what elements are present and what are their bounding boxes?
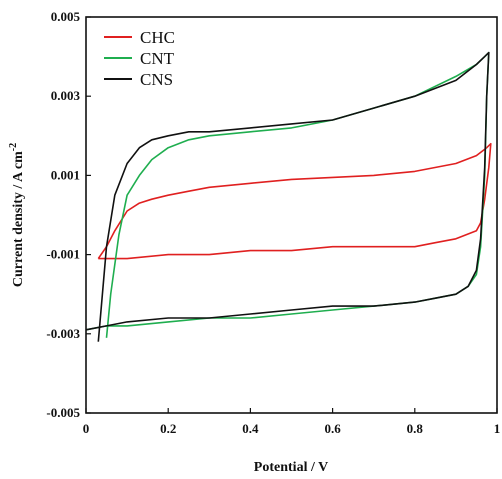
legend: CHC CNT CNS <box>104 28 175 89</box>
y-axis-label: Current density / A cm-2 <box>8 143 26 287</box>
y-tick-label: 0.001 <box>51 167 80 182</box>
x-tick-label: 0.4 <box>242 421 259 436</box>
y-tick-label: -0.001 <box>46 247 80 262</box>
x-tick-label: 0.2 <box>160 421 176 436</box>
x-tick-label: 0.6 <box>324 421 341 436</box>
ticks-layer: 0 0.2 0.4 0.6 0.8 1 -0.005 -0.003 -0.001 0.001 0.0… <box>46 9 500 436</box>
y-tick-label: -0.003 <box>46 326 80 341</box>
series-line-cnt <box>85 51 490 338</box>
series-line-chc <box>97 142 492 260</box>
y-axis-label-superscript: -2 <box>8 143 19 151</box>
x-tick-label: 0.8 <box>407 421 424 436</box>
y-tick-label: 0.003 <box>51 88 81 103</box>
plot-frame <box>85 16 498 414</box>
x-tick-label: 1 <box>494 421 501 436</box>
legend-label-cnt: CNT <box>140 49 175 68</box>
x-axis-label: Potential / V <box>254 460 328 475</box>
series-line-cns <box>85 51 490 342</box>
x-tick-label: 0 <box>83 421 90 436</box>
legend-label-cns: CNS <box>140 70 173 89</box>
y-tick-label: -0.005 <box>46 405 80 420</box>
series-layer <box>85 51 492 342</box>
y-axis-label-main: Current density / A cm <box>11 151 26 287</box>
y-tick-label: 0.005 <box>51 9 81 24</box>
legend-label-chc: CHC <box>140 28 175 47</box>
